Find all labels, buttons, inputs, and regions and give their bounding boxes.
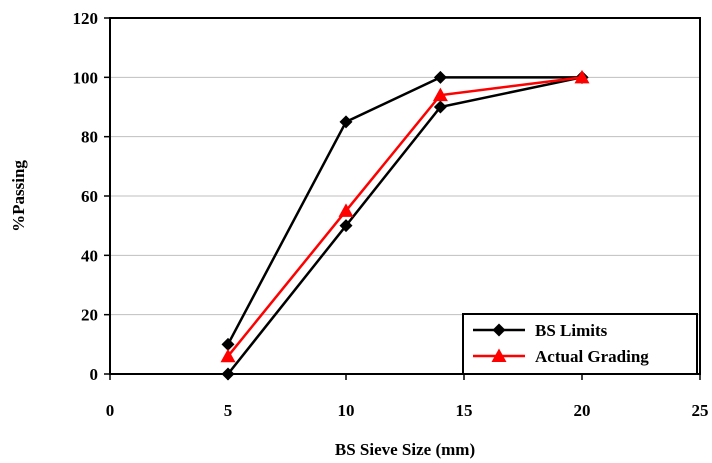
series-line [226,76,582,345]
y-tick-label: 0 [90,365,99,384]
x-tick-label: 15 [456,401,473,420]
data-point-diamond [221,337,235,351]
data-point-diamond [339,115,353,129]
y-tick-label: 100 [73,68,99,87]
data-point-triangle [432,87,448,102]
y-tick-label: 40 [81,246,98,265]
x-tick-label: 20 [574,401,591,420]
legend-label: Actual Grading [535,347,649,366]
legend-entry: BS Limits [473,321,608,340]
data-point-diamond [339,219,353,233]
x-axis-title: BS Sieve Size (mm) [335,440,475,459]
y-tick-label: 120 [73,9,99,28]
y-tick-label: 60 [81,187,98,206]
gridlines [110,76,700,316]
series-line [227,76,583,375]
series-line [227,76,583,357]
series-unnamed-1 [221,70,589,351]
data-point-diamond [433,70,447,84]
legend: BS Limits Actual Grading [462,313,698,375]
data-point-triangle [338,203,354,217]
data-point-triangle [574,69,590,84]
data-point-triangle [491,348,507,362]
y-tick-label: 80 [81,128,98,147]
legend-box [462,313,698,375]
data-point-diamond [492,323,506,337]
legend-entry: Actual Grading [473,347,649,366]
x-tick-label: 25 [692,401,709,420]
data-point-diamond [433,100,447,114]
y-tick-label: 20 [81,306,98,325]
x-tick-label: 10 [338,401,355,420]
legend-label: BS Limits [535,321,608,340]
y-axis-title: %Passing [9,160,28,232]
series-actual-grading [220,69,590,363]
x-tick-label: 0 [106,401,115,420]
tick-labels: 0 20 40 60 80 100 120 0 5 10 15 20 25 [73,9,709,420]
series-layer [220,69,590,381]
x-tick-label: 5 [224,401,233,420]
data-point-triangle [220,348,236,363]
